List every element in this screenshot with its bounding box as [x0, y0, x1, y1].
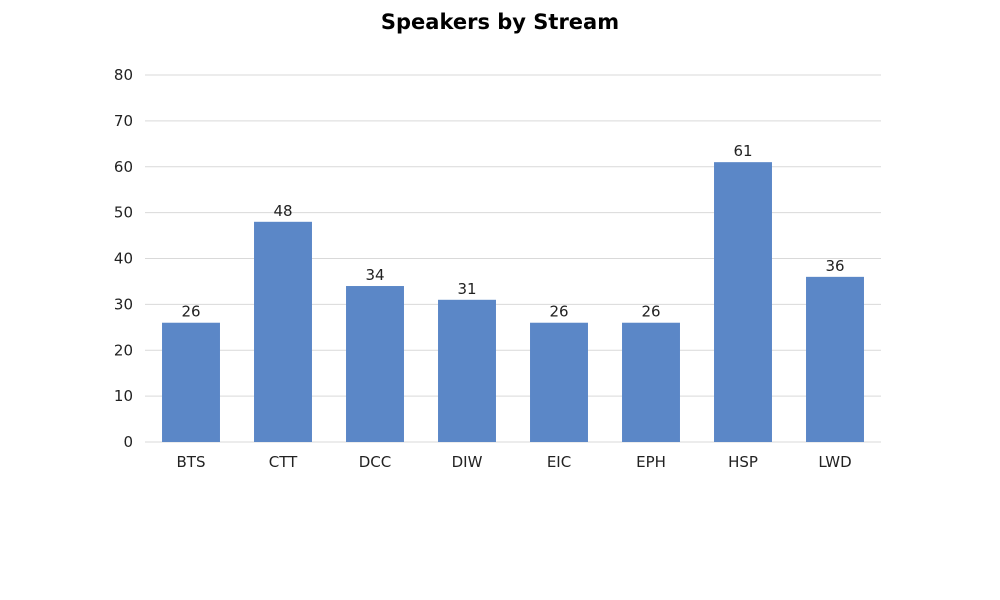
x-tick-label-eic: EIC	[547, 453, 571, 471]
y-tick-label: 10	[114, 387, 133, 405]
y-tick-label: 30	[114, 295, 133, 313]
bar-diw	[438, 299, 496, 442]
bar-lwd	[806, 276, 864, 442]
data-label-hsp: 61	[733, 142, 752, 160]
data-label-bts: 26	[181, 303, 200, 321]
data-label-eic: 26	[549, 303, 568, 321]
y-tick-label: 70	[114, 112, 133, 130]
bar-hsp	[714, 162, 772, 442]
bar-eph	[622, 322, 680, 442]
bar-eic	[530, 322, 588, 442]
bar-dcc	[346, 286, 404, 442]
x-axis-tick-labels: BTS CTT DCC DIW EIC EPH HSP LWD	[177, 453, 852, 471]
x-tick-label-hsp: HSP	[728, 453, 758, 471]
x-tick-label-ctt: CTT	[269, 453, 298, 471]
bar-ctt	[254, 221, 312, 442]
y-tick-label: 60	[114, 158, 133, 176]
y-tick-label: 40	[114, 250, 133, 268]
chart-title: Speakers by Stream	[380, 10, 620, 34]
x-tick-label-lwd: LWD	[818, 453, 851, 471]
bars	[162, 162, 864, 442]
x-tick-label-diw: DIW	[452, 453, 483, 471]
y-tick-label: 80	[114, 66, 133, 84]
x-tick-label-dcc: DCC	[359, 453, 392, 471]
data-label-ctt: 48	[273, 202, 292, 220]
y-tick-label: 20	[114, 341, 133, 359]
x-tick-label-eph: EPH	[636, 453, 666, 471]
x-tick-label-bts: BTS	[177, 453, 206, 471]
data-label-eph: 26	[641, 303, 660, 321]
y-tick-label: 50	[114, 204, 133, 222]
data-label-lwd: 36	[825, 257, 844, 275]
data-label-dcc: 34	[365, 266, 384, 284]
data-label-diw: 31	[457, 280, 476, 298]
y-tick-label: 0	[123, 433, 133, 451]
data-labels: 26 48 34 31 26 26 61 36	[181, 142, 844, 321]
y-axis-tick-labels: 0 10 20 30 40 50 60 70 80	[114, 66, 133, 451]
bar-bts	[162, 322, 220, 442]
